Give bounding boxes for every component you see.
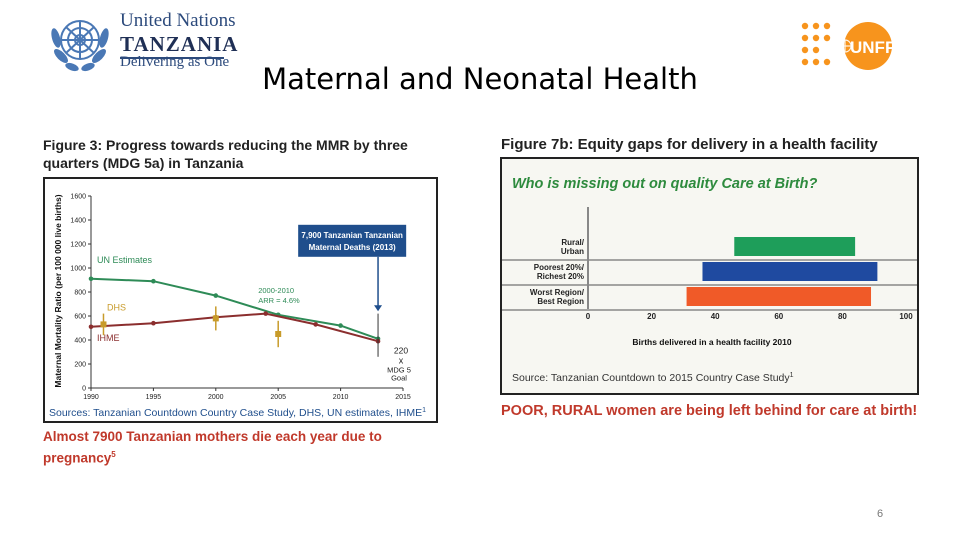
equity-category-label-2: Richest 20% [537,272,584,281]
mmr-trend-years: 2000-2010 [258,286,294,295]
equity-x-tick-label: 20 [647,312,656,321]
mmr-source-sup: 1 [422,407,426,414]
mmr-x-tick-label: 2010 [333,394,349,401]
mmr-y-tick-label: 1000 [70,266,86,273]
figure7-chart: Who is missing out on quality Care at Bi… [500,157,919,395]
page-title: Maternal and Neonatal Health [262,62,698,96]
mmr-y-tick-label: 600 [74,314,86,321]
page-number: 6 [877,508,884,520]
mmr-goal-label-2: Goal [391,374,407,383]
ihme-label: IHME [97,333,120,343]
un-estimates-label: UN Estimates [97,255,153,265]
equity-x-tick-label: 40 [711,312,720,321]
un-estimates-point [338,323,343,328]
equity-bar [702,262,878,281]
dhs-label: DHS [107,302,126,312]
equity-bar-chart: Who is missing out on quality Care at Bi… [502,159,917,393]
mmr-x-tick-label: 2005 [270,394,286,401]
mmr-goal-label: MDG 5 [387,366,411,375]
figure7-note: POOR, RURAL women are being left behind … [501,403,918,419]
un-tanzania-logo: United Nations TANZANIA Delivering as On… [46,10,239,74]
equity-source-text: Source: Tanzanian Countdown to 2015 Coun… [512,372,794,384]
mmr-source-text: Sources: Tanzanian Countdown Country Cas… [49,407,426,419]
equity-category-label-2: Best Region [537,297,584,306]
equity-axes: 0 20 40 60 80 100 [586,207,913,321]
ihme-point [313,322,318,327]
mmr-x-tick-label: 1995 [146,394,162,401]
ihme-point [88,324,94,330]
figure7-caption: Figure 7b: Equity gaps for delivery in a… [501,136,878,153]
figure3-note-text: Almost 7900 Tanzanian mothers die each y… [43,429,382,466]
un-logo-line3: Delivering as One [120,54,230,70]
mmr-y-axis-label: Maternal Mortality Ratio (per 100 000 li… [53,194,63,387]
un-logo-line1: United Nations [120,10,236,31]
mmr-x-tick-label: 2000 [208,394,224,401]
mmr-axes: 0 200 400 600 800 1000 1200 1400 1600 1990 1995 200… [70,194,410,402]
equity-x-tick-label: 100 [899,312,913,321]
un-estimates-point [151,278,156,284]
equity-x-tick-label: 0 [586,312,591,321]
mmr-source: Sources: Tanzanian Countdown Country Cas… [49,407,422,419]
equity-category-label: Rural/ [561,238,584,247]
mmr-series-group: UN Estimates IHME DHS [88,255,381,348]
ihme-point [263,311,269,316]
mmr-goal-marker: x [399,356,404,366]
mmr-callout-arrow-head [374,305,383,312]
equity-bar [734,237,856,256]
unfpa-dots-icon: UNFPA [801,22,907,70]
mmr-callout-line1: 7,900 Tanzanian Tanzanian [301,231,403,240]
mmr-callout-line2: Maternal Deaths (2013) [309,243,396,252]
unfpa-logo: UNFPA [800,22,910,72]
figure3-note: Almost 7900 Tanzanian mothers die each y… [43,428,453,468]
un-logo-line2: TANZANIA [120,32,239,56]
equity-x-axis-label: Births delivered in a health facility 20… [632,337,791,347]
mmr-line-chart: 0 200 400 600 800 1000 1200 1400 1600 1990 1995 200… [49,194,426,420]
un-logo-divider [120,57,224,59]
mmr-y-tick-label: 400 [74,338,86,345]
mmr-callout-box [298,224,407,257]
mmr-trend-arr: ARR = 4.6% [258,296,300,305]
figure3-note-sup: 5 [111,450,116,459]
equity-category-label: Poorest 20%/ [534,263,585,272]
equity-category-label-2: Urban [561,247,584,256]
equity-chart-title: Who is missing out on quality Care at Bi… [512,176,817,192]
mmr-y-tick-label: 800 [74,290,86,297]
equity-bar [686,287,872,306]
equity-category-label: Worst Region/ [530,288,585,297]
mmr-y-tick-label: 1400 [70,218,86,225]
mmr-goal-value: 220 [394,346,408,356]
mmr-annotations: 7,900 Tanzanian Tanzanian Maternal Deaths… [258,224,411,383]
mmr-x-tick-label: 2015 [395,394,411,401]
equity-bars: Rural/Urban Poorest 20%/Richest 20% Worst … [502,237,917,311]
un-estimates-point [88,276,94,282]
equity-source: Source: Tanzanian Countdown to 2015 Coun… [512,372,790,384]
un-estimates-line [90,277,379,340]
mmr-y-tick-label: 200 [74,362,86,369]
dhs-point [100,321,107,328]
un-estimates-point [213,293,219,298]
unfpa-logo-text: UNFPA [850,38,907,57]
equity-x-tick-label: 60 [774,312,783,321]
dhs-point [212,315,219,322]
equity-x-tick-label: 80 [838,312,847,321]
dhs-point [275,331,282,337]
ihme-point [151,320,156,326]
mmr-x-tick-label: 1990 [83,394,99,401]
un-emblem-icon [51,20,109,72]
figure3-chart: 0 200 400 600 800 1000 1200 1400 1600 1990 1995 200… [43,177,438,423]
mmr-y-tick-label: 1600 [70,194,86,201]
mmr-y-tick-label: 0 [82,386,86,393]
ihme-line [90,312,379,343]
figure3-caption: Figure 3: Progress towards reducing the … [43,137,408,171]
equity-source-sup: 1 [790,372,794,379]
mmr-y-tick-label: 1200 [70,242,86,249]
